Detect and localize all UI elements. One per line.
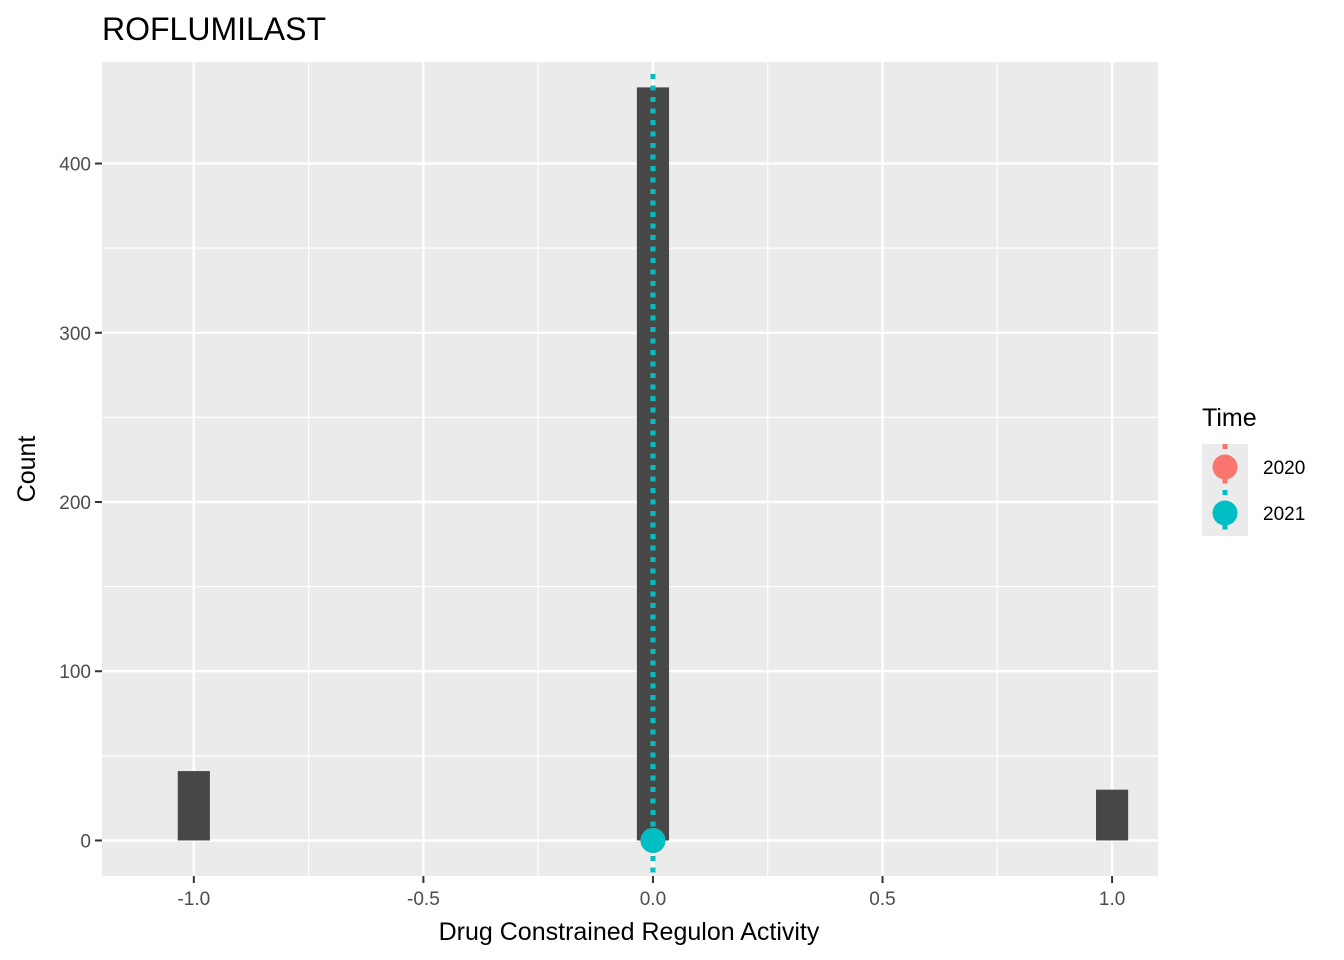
x-axis: -1.0 -0.5 0.0 0.5 1.0: [177, 876, 1125, 910]
legend: Time 2020 2021: [1202, 404, 1305, 536]
y-tick-label: 200: [59, 493, 91, 514]
y-tick-label: 100: [59, 662, 91, 683]
y-axis-title: Count: [13, 436, 41, 503]
histogram-bar: [636, 87, 670, 841]
data-points: [640, 827, 666, 853]
y-tick-label: 400: [59, 155, 91, 176]
legend-label: 2020: [1263, 458, 1305, 479]
x-tick-label: 0.5: [869, 889, 895, 910]
plot-panel: [102, 62, 1158, 876]
histogram-bars: [177, 87, 1129, 841]
x-tick-label: -1.0: [177, 889, 210, 910]
minor-gridlines: [102, 62, 1158, 876]
x-tick-label: 0.0: [640, 889, 666, 910]
point-2021: [640, 827, 666, 853]
histogram-bar: [177, 771, 210, 841]
histogram-bar: [1096, 789, 1129, 841]
y-axis: 0 100 200 300 400: [59, 155, 102, 852]
y-tick-label: 0: [80, 831, 91, 852]
legend-key-point: [1212, 454, 1238, 480]
x-axis-title: Drug Constrained Regulon Activity: [439, 918, 820, 946]
legend-key-point: [1212, 500, 1238, 526]
x-tick-label: -0.5: [407, 889, 440, 910]
legend-title: Time: [1202, 404, 1257, 432]
legend-label: 2021: [1263, 504, 1305, 525]
chart-title: ROFLUMILAST: [102, 11, 326, 47]
x-tick-label: 1.0: [1099, 889, 1125, 910]
y-tick-label: 300: [59, 324, 91, 345]
